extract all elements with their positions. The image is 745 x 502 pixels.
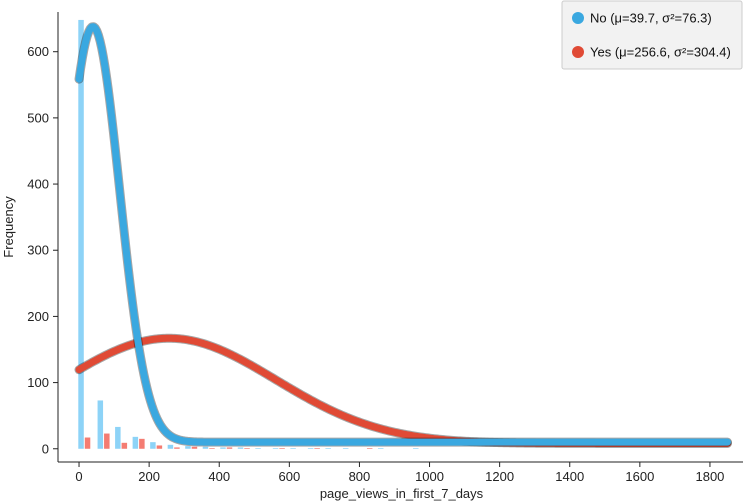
histogram-bar-yes bbox=[209, 448, 215, 449]
x-tick-label: 0 bbox=[75, 469, 82, 484]
y-tick-label: 400 bbox=[27, 177, 49, 192]
histogram-bar-yes bbox=[174, 447, 180, 449]
histogram-bar-no bbox=[342, 448, 349, 449]
y-tick-label: 500 bbox=[27, 110, 49, 125]
histogram-bar-no bbox=[307, 448, 314, 449]
histogram-bar-no bbox=[185, 446, 191, 449]
histogram-bar-no bbox=[97, 400, 104, 449]
x-tick-label: 1000 bbox=[415, 469, 444, 484]
y-tick-label: 200 bbox=[27, 309, 49, 324]
distribution-curve-no bbox=[75, 23, 731, 446]
histogram-bar-no bbox=[255, 448, 261, 449]
histogram-bar-no bbox=[413, 448, 419, 449]
legend[interactable]: No (μ=39.7, σ²=76.3) Yes (μ=256.6, σ²=30… bbox=[561, 0, 743, 70]
histogram-bar-no bbox=[202, 446, 209, 449]
x-axis-title: page_views_in_first_7_days bbox=[320, 486, 484, 501]
x-tick-label: 1800 bbox=[695, 469, 724, 484]
histogram-bar-no bbox=[272, 448, 279, 449]
histogram-bar-no bbox=[325, 448, 331, 449]
x-tick-label: 1600 bbox=[625, 469, 654, 484]
x-tick-label: 200 bbox=[138, 469, 160, 484]
histogram-bar-no bbox=[115, 426, 121, 449]
axes: 0 200 400 600 800 1000 1200 1400 1600 1800 0 100 20… bbox=[1, 12, 743, 501]
y-tick-label: 300 bbox=[27, 243, 49, 258]
curve-outline-no bbox=[74, 22, 732, 447]
histogram-bar-no bbox=[150, 442, 156, 449]
legend-marker-no bbox=[572, 12, 584, 24]
histogram-bar-yes bbox=[226, 447, 233, 449]
histogram-bar-yes bbox=[121, 442, 128, 449]
y-tick-label: 600 bbox=[27, 44, 49, 59]
x-axis-ticks: 0 200 400 600 800 1000 1200 1400 1600 1800 bbox=[75, 462, 724, 484]
histogram-bar-no bbox=[78, 19, 84, 449]
x-tick-label: 1400 bbox=[555, 469, 584, 484]
histogram-bar-yes bbox=[84, 437, 91, 449]
y-tick-label: 0 bbox=[42, 441, 49, 456]
x-tick-label: 400 bbox=[208, 469, 230, 484]
histogram-bar-no bbox=[377, 448, 384, 449]
histogram-bar-yes bbox=[139, 438, 145, 449]
histogram-bar-yes bbox=[191, 446, 198, 449]
histogram-bar-no bbox=[220, 447, 226, 449]
x-tick-label: 600 bbox=[278, 469, 300, 484]
y-axis-ticks: 0 100 200 300 400 500 600 bbox=[27, 44, 58, 456]
histogram-bar-yes bbox=[244, 448, 250, 449]
histogram-bar-yes bbox=[314, 448, 320, 449]
legend-label-yes: Yes (μ=256.6, σ²=304.4) bbox=[590, 45, 731, 60]
y-tick-label: 100 bbox=[27, 375, 49, 390]
histogram-bar-yes bbox=[156, 445, 163, 449]
curve-outline-yes bbox=[74, 333, 732, 448]
histogram-bar-no bbox=[167, 444, 174, 449]
y-axis-title: Frequency bbox=[1, 196, 16, 258]
histogram-bar-yes bbox=[366, 448, 373, 449]
histogram-bar-no bbox=[290, 448, 296, 449]
legend-box bbox=[561, 0, 743, 70]
legend-marker-yes bbox=[572, 46, 584, 58]
distribution-curve-yes bbox=[75, 334, 731, 447]
distribution-curves bbox=[74, 22, 732, 448]
histogram-bar-no bbox=[132, 436, 139, 449]
histogram-bar-no bbox=[237, 447, 244, 449]
legend-label-no: No (μ=39.7, σ²=76.3) bbox=[590, 11, 712, 26]
histogram-bar-yes bbox=[279, 448, 285, 449]
histogram-bars bbox=[78, 19, 419, 449]
x-tick-label: 1200 bbox=[485, 469, 514, 484]
histogram-bar-yes bbox=[104, 433, 110, 449]
x-tick-label: 800 bbox=[349, 469, 371, 484]
